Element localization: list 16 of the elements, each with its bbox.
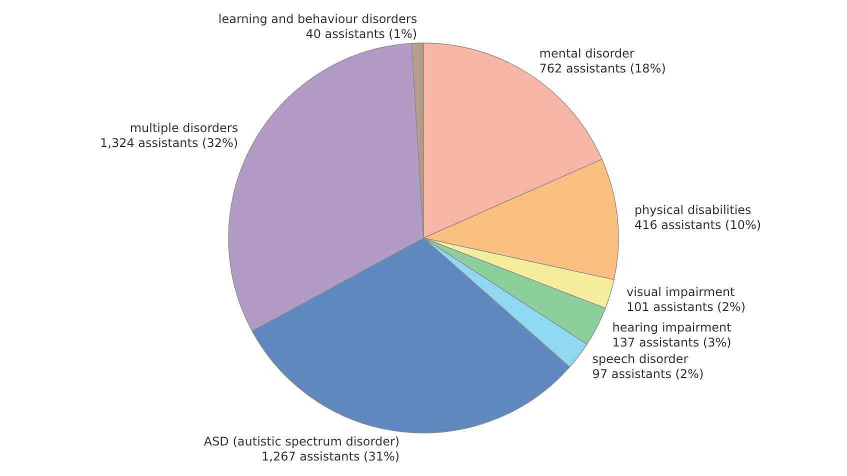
data-label: 101 assistants (2%) — [626, 300, 746, 314]
slice-label: visual impairment — [626, 285, 736, 299]
data-label: 1,267 assistants (31%) — [262, 450, 400, 464]
data-label: 1,324 assistants (32%) — [100, 136, 238, 150]
data-label: 137 assistants (3%) — [612, 335, 732, 350]
data-label: 97 assistants (2%) — [592, 367, 704, 382]
slice-label: mental disorder — [539, 46, 634, 60]
data-label: 416 assistants (10%) — [634, 218, 762, 232]
slice-label: multiple disorders — [130, 121, 238, 136]
slice-label: learning and behaviour disorders — [218, 12, 418, 26]
slice-label: speech disorder — [592, 352, 688, 366]
slice-label: hearing impairment — [612, 320, 732, 334]
data-label: 762 assistants (18%) — [539, 61, 666, 76]
slice-label: physical disabilities — [634, 202, 752, 217]
slice-label: ASD (autistic spectrum disorder) — [204, 434, 400, 449]
data-label: 40 assistants (1%) — [306, 27, 418, 42]
